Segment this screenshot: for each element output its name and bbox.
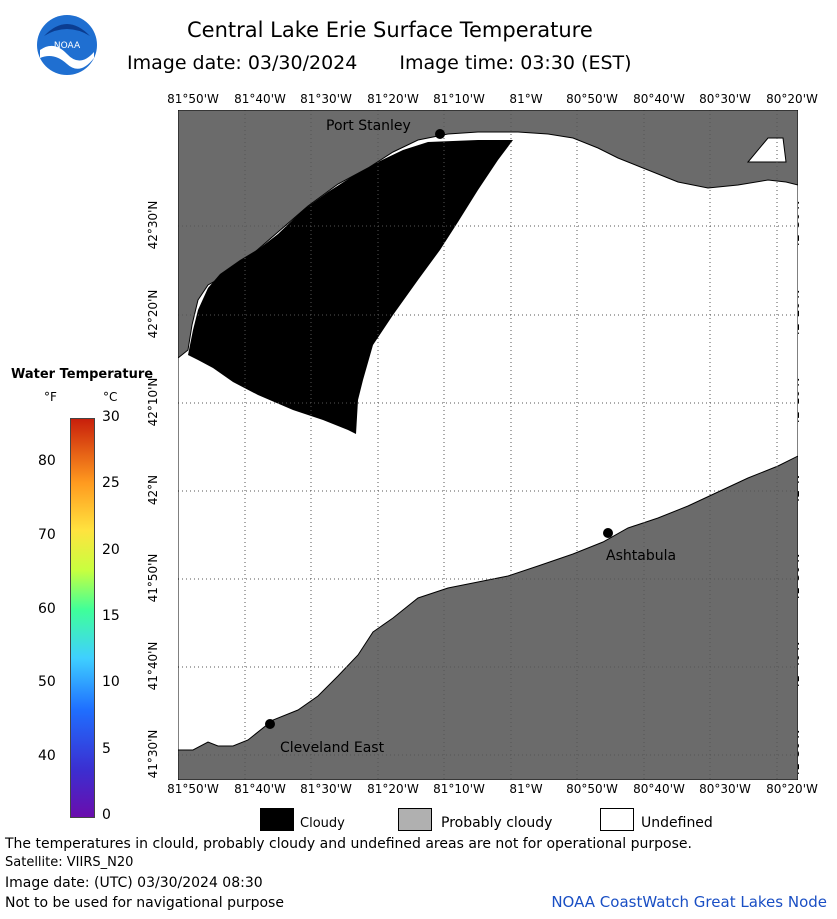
fahrenheit-tick: 50 (38, 674, 56, 691)
lon-label: 81°40'W (234, 782, 286, 796)
footer-satellite: Satellite: VIIRS_N20 (5, 855, 134, 870)
lat-label: 42°20'N (146, 289, 160, 339)
noaa-logo-icon: NOAA (36, 14, 98, 76)
lon-label: 81°10'W (433, 92, 485, 106)
cloudy-area (188, 140, 513, 434)
temperature-colorbar (70, 418, 95, 818)
land-south (178, 455, 798, 780)
port-stanley-marker (435, 129, 445, 139)
land-inlet (746, 137, 787, 163)
footer-credit: NOAA CoastWatch Great Lakes Node (551, 893, 827, 911)
image-date: Image date: 03/30/2024 (127, 52, 358, 74)
celsius-tick: 15 (102, 608, 120, 624)
footer-utc-date: Image date: (UTC) 03/30/2024 08:30 (5, 875, 263, 891)
lon-label: 80°30'W (699, 92, 751, 106)
celsius-tick: 30 (102, 409, 120, 425)
label-probably-cloudy: Probably cloudy (441, 815, 553, 831)
lon-label: 81°50'W (167, 782, 219, 796)
lat-label: 41°50'N (146, 553, 160, 603)
lat-label: 41°30'N (146, 729, 160, 779)
cleveland-east-marker (265, 719, 275, 729)
footer-nav-warning: Not to be used for navigational purpose (5, 895, 284, 911)
lon-label: 80°20'W (766, 92, 818, 106)
celsius-tick: 25 (102, 475, 120, 492)
fahrenheit-tick: 80 (38, 453, 56, 470)
lon-label: 80°20'W (766, 782, 818, 796)
lon-label: 81°30'W (300, 782, 352, 796)
label-undefined: Undefined (641, 815, 713, 831)
place-label-cleveland-east: Cleveland East (280, 740, 385, 756)
fahrenheit-tick: 40 (38, 748, 56, 765)
lon-label: 81°20'W (367, 92, 419, 106)
lon-label: 81°40'W (234, 92, 286, 106)
land-north (178, 110, 798, 359)
unit-celsius: °C (103, 390, 118, 404)
legend-title: Water Temperature (11, 367, 154, 382)
place-label-ashtabula: Ashtabula (606, 548, 677, 564)
lon-label: 80°40'W (633, 782, 685, 796)
image-datetime: Image date: 03/30/2024 Image time: 03:30 … (127, 52, 632, 74)
lake-erie-map (178, 110, 798, 780)
celsius-tick: 0 (102, 807, 111, 823)
lat-label: 42°30'N (146, 200, 160, 250)
lat-label: 42°N (146, 474, 160, 506)
image-time: Image time: 03:30 (EST) (399, 52, 632, 74)
logo-text: NOAA (54, 41, 81, 51)
lon-label: 81°20'W (367, 782, 419, 796)
swatch-probably-cloudy (398, 808, 432, 831)
celsius-tick: 20 (102, 541, 120, 558)
celsius-tick: 10 (102, 674, 120, 691)
footer-note: The temperatures in clould, probably clo… (5, 836, 692, 852)
page-title: Central Lake Erie Surface Temperature (187, 18, 593, 42)
ashtabula-marker (603, 528, 613, 538)
lon-label: 81°10'W (433, 782, 485, 796)
place-label-port-stanley: Port Stanley (326, 118, 411, 134)
lon-label: 80°40'W (633, 92, 685, 106)
fahrenheit-tick: 60 (38, 600, 56, 617)
lon-label: 81°W (509, 782, 543, 796)
unit-fahrenheit: °F (44, 390, 57, 404)
swatch-undefined (600, 808, 634, 831)
label-cloudy: Cloudy (300, 816, 345, 831)
lon-label: 81°30'W (300, 92, 352, 106)
map-grid (178, 110, 798, 780)
celsius-tick: 5 (102, 740, 111, 757)
lon-label: 80°30'W (699, 782, 751, 796)
lon-label: 81°W (509, 92, 543, 106)
swatch-cloudy (260, 808, 294, 831)
lon-label: 80°50'W (566, 782, 618, 796)
lon-label: 81°50'W (167, 92, 219, 106)
fahrenheit-tick: 70 (38, 526, 56, 543)
lat-label: 41°40'N (146, 641, 160, 691)
lon-label: 80°50'W (566, 92, 618, 106)
